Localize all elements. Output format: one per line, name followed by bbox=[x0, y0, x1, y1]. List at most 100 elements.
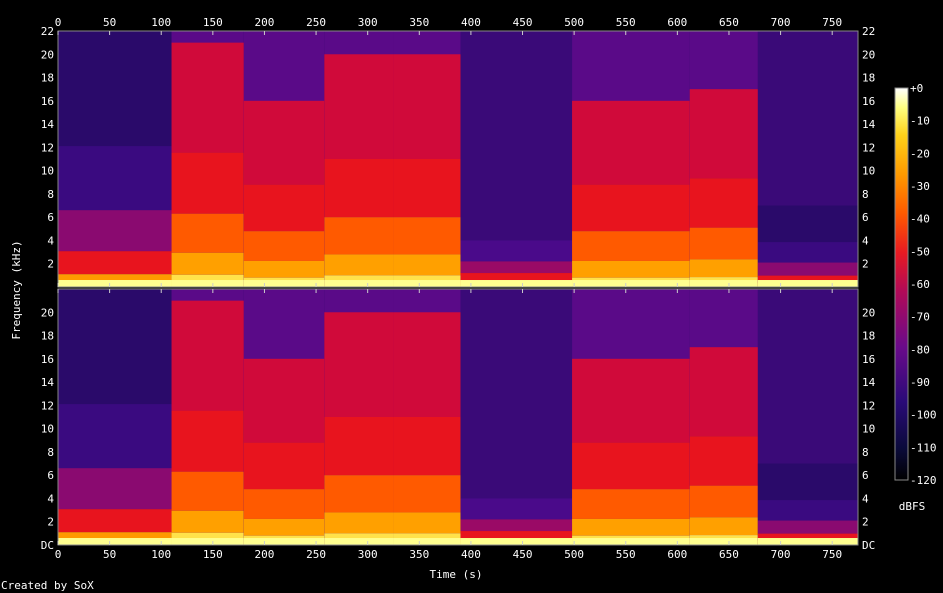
x-tick-label: 0 bbox=[55, 16, 62, 29]
x-tick-label: 700 bbox=[771, 16, 791, 29]
y-tick-label: 20 bbox=[41, 48, 54, 61]
y-tick-label: 16 bbox=[862, 95, 875, 108]
segment-energy-band bbox=[689, 347, 758, 437]
segment-energy-band bbox=[572, 260, 690, 278]
spectrogram-channel-1 bbox=[58, 31, 858, 287]
x-tick-label: 750 bbox=[822, 16, 842, 29]
segment-energy-band bbox=[243, 100, 325, 185]
colorbar-tick-label: -50 bbox=[910, 245, 930, 258]
segment-energy-band bbox=[572, 100, 690, 185]
segment-low-freq-floor bbox=[689, 538, 758, 545]
y-tick-label: 20 bbox=[41, 306, 54, 319]
segment-energy-band bbox=[324, 254, 394, 276]
colorbar-tick-label: -80 bbox=[910, 343, 930, 356]
plot-frame-bottom bbox=[57, 288, 859, 546]
x-axis-top: 0 50 100 150 200 250 300 350 400 450 500 550 600 650 7… bbox=[55, 16, 842, 545]
segment-energy-band bbox=[460, 273, 573, 281]
segment-energy-band bbox=[460, 261, 573, 274]
y-axis-right: 2 4 6 8 10 12 14 16 18 20 22 DC 2 4 6 8 10 12 14 16 18 20 bbox=[862, 25, 876, 552]
segment-energy-band bbox=[393, 54, 461, 159]
segment-energy-band bbox=[324, 159, 394, 218]
segment-energy-band bbox=[393, 217, 461, 255]
y-tick-label: 22 bbox=[41, 25, 54, 38]
segment-energy-band bbox=[243, 231, 325, 261]
segment-energy-band bbox=[243, 518, 325, 536]
segment-energy-band bbox=[171, 152, 244, 214]
segment-energy-band bbox=[572, 489, 690, 519]
y-tick-label: 18 bbox=[862, 72, 875, 85]
x-tick-label: 500 bbox=[564, 16, 584, 29]
segment-energy-band bbox=[572, 358, 690, 443]
x-tick-label: 450 bbox=[513, 548, 533, 561]
segment-energy-band bbox=[393, 417, 461, 476]
segment-energy-band bbox=[171, 471, 244, 511]
segment-energy-band bbox=[757, 463, 858, 501]
segment-energy-band bbox=[460, 519, 573, 532]
x-tick-label: 50 bbox=[103, 16, 116, 29]
x-tick-label: 50 bbox=[103, 548, 116, 561]
x-tick-label: 300 bbox=[358, 548, 378, 561]
segment-energy-band bbox=[171, 213, 244, 253]
colorbar-tick-label: -100 bbox=[910, 409, 937, 422]
segment-energy-band bbox=[393, 475, 461, 513]
colorbar-tick-label: -20 bbox=[910, 147, 930, 160]
spectrogram-channel-2 bbox=[58, 289, 858, 545]
x-tick-label: 750 bbox=[822, 548, 842, 561]
colorbar bbox=[894, 87, 909, 481]
y-tick-label: 18 bbox=[862, 330, 875, 343]
x-axis-label: Time (s) bbox=[430, 568, 483, 581]
y-tick-label: 4 bbox=[862, 492, 869, 505]
segment-low-freq-floor bbox=[243, 280, 325, 287]
segment-low-freq-floor bbox=[171, 280, 244, 287]
x-tick-label: 650 bbox=[719, 16, 739, 29]
segment-energy-band bbox=[58, 210, 172, 252]
segment-low-freq-floor bbox=[324, 538, 394, 545]
y-tick-label: 12 bbox=[41, 399, 54, 412]
y-tick-label: 6 bbox=[47, 211, 54, 224]
segment-energy-band bbox=[689, 485, 758, 518]
x-tick-label: 600 bbox=[667, 548, 687, 561]
y-tick-label: 6 bbox=[862, 211, 869, 224]
segment-energy-band bbox=[58, 509, 172, 533]
segment-low-freq-floor bbox=[58, 280, 172, 287]
segment-energy-band bbox=[689, 436, 758, 486]
segment-low-freq-floor bbox=[393, 538, 461, 545]
segment-energy-band bbox=[171, 252, 244, 275]
segment-energy-band bbox=[572, 442, 690, 490]
x-tick-label: 600 bbox=[667, 16, 687, 29]
segment-energy-band bbox=[393, 254, 461, 276]
segment-energy-band bbox=[689, 178, 758, 228]
y-tick-label: 14 bbox=[862, 118, 876, 131]
y-tick-label: 4 bbox=[862, 234, 869, 247]
x-tick-label: 550 bbox=[616, 548, 636, 561]
colorbar-tick-label: -30 bbox=[910, 180, 930, 193]
credit-text: Created by SoX bbox=[1, 579, 94, 592]
segment-energy-band bbox=[572, 184, 690, 232]
x-tick-label: 650 bbox=[719, 548, 739, 561]
y-tick-label: 18 bbox=[41, 72, 54, 85]
segment-energy-band bbox=[324, 512, 394, 534]
segment-energy-band bbox=[171, 42, 244, 153]
segment-energy-band bbox=[243, 489, 325, 519]
segment-energy-band bbox=[171, 300, 244, 411]
segment-energy-band bbox=[58, 251, 172, 275]
y-tick-label: 10 bbox=[41, 165, 54, 178]
segment-low-freq-floor bbox=[757, 280, 858, 287]
y-tick-label: 10 bbox=[862, 165, 875, 178]
x-tick-label: 500 bbox=[564, 548, 584, 561]
x-tick-label: 150 bbox=[203, 548, 223, 561]
segment-low-freq-floor bbox=[393, 280, 461, 287]
segment-low-freq-floor bbox=[689, 280, 758, 287]
y-tick-label: 12 bbox=[862, 141, 875, 154]
y-tick-label: 16 bbox=[41, 95, 54, 108]
y-tick-label: 16 bbox=[41, 353, 54, 366]
segment-energy-band bbox=[58, 404, 172, 469]
y-tick-label: 6 bbox=[47, 469, 54, 482]
colorbar-tick-label: -120 bbox=[910, 474, 937, 487]
segment-energy-band bbox=[243, 442, 325, 490]
segment-energy-band bbox=[324, 54, 394, 159]
segment-low-freq-floor bbox=[58, 538, 172, 545]
y-tick-label: 8 bbox=[47, 188, 54, 201]
segment-energy-band bbox=[460, 240, 573, 262]
x-tick-label: 250 bbox=[306, 548, 326, 561]
